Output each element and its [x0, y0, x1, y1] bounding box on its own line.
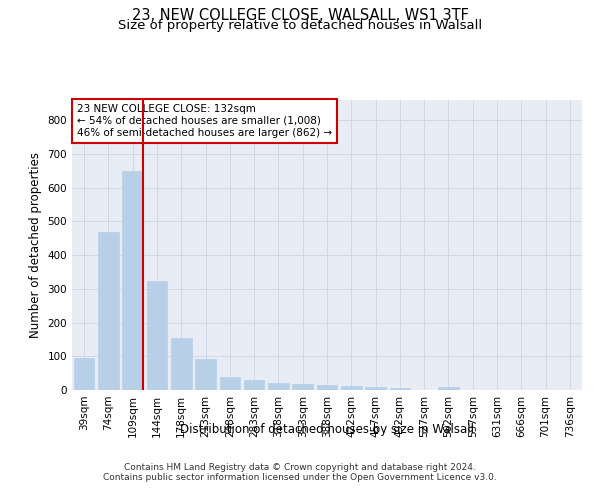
Bar [389, 388, 410, 390]
Bar [74, 358, 94, 390]
Text: Contains public sector information licensed under the Open Government Licence v3: Contains public sector information licen… [103, 472, 497, 482]
Bar [244, 380, 265, 390]
Bar [98, 232, 119, 390]
Text: Size of property relative to detached houses in Walsall: Size of property relative to detached ho… [118, 18, 482, 32]
Text: 23 NEW COLLEGE CLOSE: 132sqm
← 54% of detached houses are smaller (1,008)
46% of: 23 NEW COLLEGE CLOSE: 132sqm ← 54% of de… [77, 104, 332, 138]
Text: Distribution of detached houses by size in Walsall: Distribution of detached houses by size … [180, 422, 474, 436]
Bar [365, 388, 386, 390]
Bar [122, 172, 143, 390]
Bar [438, 388, 459, 390]
Text: 23, NEW COLLEGE CLOSE, WALSALL, WS1 3TF: 23, NEW COLLEGE CLOSE, WALSALL, WS1 3TF [131, 8, 469, 22]
Bar [171, 338, 191, 390]
Bar [341, 386, 362, 390]
Text: Contains HM Land Registry data © Crown copyright and database right 2024.: Contains HM Land Registry data © Crown c… [124, 462, 476, 471]
Bar [268, 384, 289, 390]
Y-axis label: Number of detached properties: Number of detached properties [29, 152, 42, 338]
Bar [317, 385, 337, 390]
Bar [292, 384, 313, 390]
Bar [220, 376, 240, 390]
Bar [195, 359, 216, 390]
Bar [146, 281, 167, 390]
